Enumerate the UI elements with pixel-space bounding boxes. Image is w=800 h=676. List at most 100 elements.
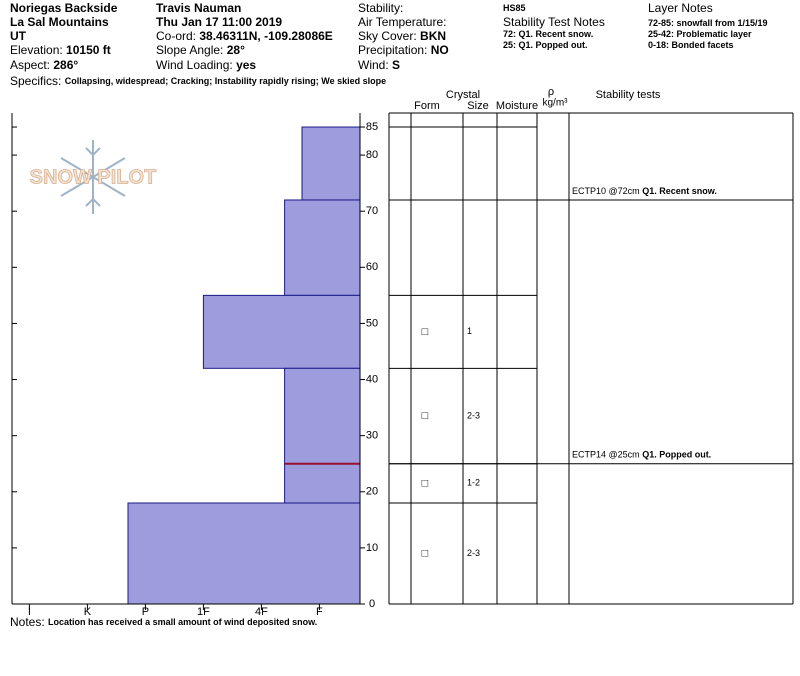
precip-part: Precipitation: <box>358 43 427 57</box>
precip: Precipitation: NO <box>358 43 449 57</box>
specifics-part: Collapsing, widespread; Cracking; Instab… <box>65 76 386 86</box>
test-name: ECTP10 @72cm <box>572 186 640 196</box>
state-part: UT <box>10 29 27 43</box>
x-tick-label: P <box>142 606 149 618</box>
sky-part: BKN <box>420 29 446 43</box>
hardness-bar <box>284 367 361 465</box>
notes: Notes: Location has received a small amo… <box>10 615 317 629</box>
column-header: Moisture <box>496 100 538 112</box>
column-header: Crystal <box>446 89 480 101</box>
crystal-size: 2-3 <box>467 410 480 420</box>
test-comment: Q1. Recent snow. <box>642 186 717 196</box>
hs-part: HS85 <box>503 3 526 13</box>
date: Thu Jan 17 11:00 2019 <box>156 15 282 29</box>
range: La Sal Mountains <box>10 15 109 29</box>
column-header: kg/m³ <box>543 98 569 109</box>
wind: Wind: S <box>358 58 400 72</box>
slope-part: Slope Angle: <box>156 43 223 57</box>
layer-notes-title: Layer Notes <box>648 1 713 15</box>
crystal-form: □ <box>422 326 429 338</box>
stability: Stability: <box>358 1 403 15</box>
y-tick-label: 85 <box>366 121 378 133</box>
layer-note-part: 25-42: Problematic layer <box>648 29 752 39</box>
stability-note: 72: Q1. Recent snow. <box>503 29 593 39</box>
y-tick-label: 40 <box>366 373 378 385</box>
test-name: ECTP14 @25cm <box>572 450 640 460</box>
crystal-size: 1 <box>467 326 472 336</box>
stability-part: Stability: <box>358 1 403 15</box>
state: UT <box>10 29 27 43</box>
slope: Slope Angle: 28° <box>156 43 245 57</box>
notes-part: Location has received a small amount of … <box>48 617 317 627</box>
y-tick-label: 60 <box>366 261 378 273</box>
crystal-form: □ <box>422 547 429 559</box>
column-header: Stability tests <box>596 89 661 101</box>
x-tick-label: 1F <box>197 606 210 618</box>
coord-part: Co-ord: <box>156 29 196 43</box>
stability-note-part: 72: Q1. Recent snow. <box>503 29 593 39</box>
layer-note: 0-18: Bonded facets <box>648 40 734 50</box>
wind-part: S <box>392 58 400 72</box>
hardness-bar <box>284 199 361 296</box>
column-header: Size <box>467 100 488 112</box>
stability-note: 25: Q1. Popped out. <box>503 40 588 50</box>
wind-part: Wind: <box>358 58 389 72</box>
y-tick-label: 20 <box>366 486 378 498</box>
logo-text: SNOW PILOT <box>30 166 157 188</box>
elevation: Elevation: 10150 ft <box>10 43 111 57</box>
aspect-part: Aspect: <box>10 58 50 72</box>
hardness-bar <box>284 463 361 504</box>
crystal-form: □ <box>422 410 429 422</box>
column-header: ρ <box>548 86 554 98</box>
y-tick-label: 80 <box>366 149 378 161</box>
specifics-part: Specifics: <box>10 74 61 88</box>
layer-note: 72-85: snowfall from 1/15/19 <box>648 18 768 28</box>
layer-note: 25-42: Problematic layer <box>648 29 752 39</box>
precip-part: NO <box>431 43 449 57</box>
aspect: Aspect: 286° <box>10 58 78 72</box>
coord-part: 38.46311N, -109.28086E <box>199 29 332 43</box>
elevation-part: 10150 ft <box>66 43 111 57</box>
y-tick-label: 10 <box>366 542 378 554</box>
crystal-size: 1-2 <box>467 478 480 488</box>
crystal-size: 2-3 <box>467 548 480 558</box>
location: Noriegas Backside <box>10 1 118 15</box>
y-tick-label: 70 <box>366 205 378 217</box>
layer-note-part: 72-85: snowfall from 1/15/19 <box>648 18 768 28</box>
wind-loading-part: yes <box>236 58 256 72</box>
range-part: La Sal Mountains <box>10 15 109 29</box>
column-header: Form <box>414 100 440 112</box>
stability-test: ECTP14 @25cm Q1. Popped out. <box>572 450 711 460</box>
aspect-part: 286° <box>53 58 78 72</box>
test-comment: Q1. Popped out. <box>642 450 711 460</box>
hs: HS85 <box>503 3 526 13</box>
y-tick-label: 30 <box>366 430 378 442</box>
stability-notes-title: Stability Test Notes <box>503 15 605 29</box>
wind-loading-part: Wind Loading: <box>156 58 233 72</box>
sky-part: Sky Cover: <box>358 29 417 43</box>
stability-test: ECTP10 @72cm Q1. Recent snow. <box>572 186 717 196</box>
y-tick-label: 0 <box>369 598 375 610</box>
specifics: Specifics: Collapsing, widespread; Crack… <box>10 74 386 88</box>
layer-notes-title-part: Layer Notes <box>648 1 713 15</box>
crystal-form: □ <box>422 477 429 489</box>
stability-notes-title-part: Stability Test Notes <box>503 15 605 29</box>
air-temp-part: Air Temperature: <box>358 15 446 29</box>
slope-part: 28° <box>227 43 245 57</box>
date-part: Thu Jan 17 11:00 2019 <box>156 15 282 29</box>
stability-note-part: 25: Q1. Popped out. <box>503 40 588 50</box>
wind-loading: Wind Loading: yes <box>156 58 256 72</box>
x-tick-label: F <box>316 606 323 618</box>
observer-part: Travis Nauman <box>156 1 241 15</box>
layer-note-part: 0-18: Bonded facets <box>648 40 734 50</box>
y-tick-label: 50 <box>366 317 378 329</box>
logo-flake <box>60 140 126 214</box>
x-tick-label: I <box>28 606 31 618</box>
x-tick-label: K <box>84 606 92 618</box>
hardness-bar <box>301 126 361 201</box>
air-temp: Air Temperature: <box>358 15 446 29</box>
location-part: Noriegas Backside <box>10 1 118 15</box>
observer: Travis Nauman <box>156 1 241 15</box>
